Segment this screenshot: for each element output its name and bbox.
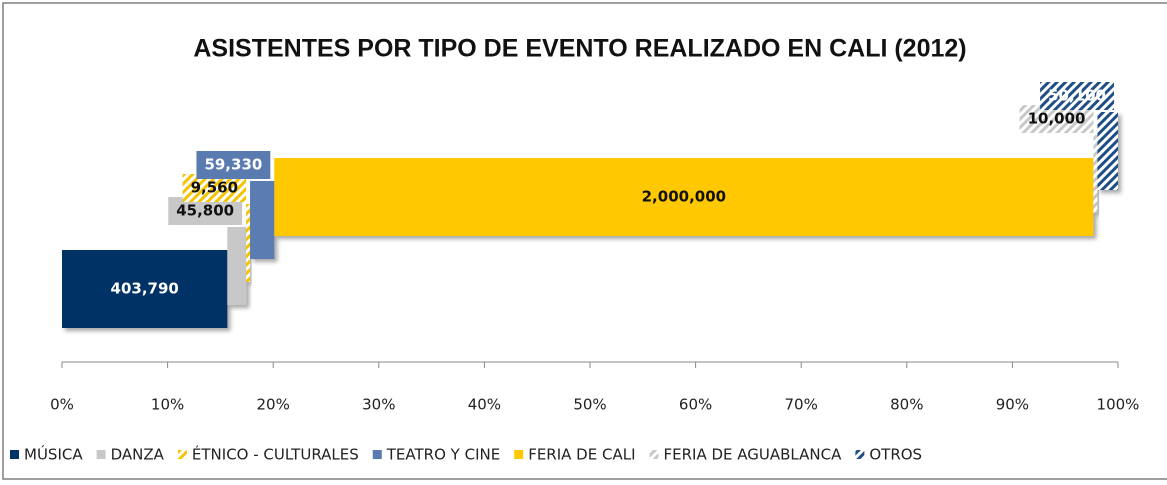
legend-label: ÉTNICO - CULTURALES [192,445,359,464]
bar [274,158,1094,236]
bar [250,181,275,259]
x-tick-label: 20% [257,396,290,414]
data-label-box [196,151,271,179]
data-label: 50,100 [1048,87,1106,105]
chart-title: ASISTENTES POR TIPO DE EVENTO REALIZADO … [193,35,966,63]
bar [246,204,251,282]
legend-swatch [372,450,382,459]
data-label: 9,560 [191,179,238,197]
bar [1093,135,1098,213]
data-label: 10,000 [1028,110,1086,128]
legend-swatch [10,450,19,459]
legend-swatch [514,450,524,459]
data-label-box [1040,82,1114,110]
x-tick-label: 30% [362,396,395,414]
legend-label: FERIA DE AGUABLANCA [664,446,843,464]
x-tick-label: 90% [996,396,1029,414]
legend-label: OTROS [869,446,922,464]
x-tick-label: 70% [785,396,818,414]
data-label: 59,330 [204,156,262,174]
x-tick-label: 50% [573,396,606,414]
legend-label: DANZA [111,446,165,464]
legend-label: TEATRO Y CINE [386,446,500,464]
x-tick-label: 0% [50,396,74,414]
legend-label: MÚSICA [24,445,83,464]
legend-swatch [649,450,659,459]
x-tick-label: 80% [890,396,923,414]
legend-swatch [177,450,187,459]
x-tick-label: 100% [1097,396,1140,414]
data-label: 2,000,000 [642,188,726,206]
x-tick-label: 40% [468,396,501,414]
x-tick-label: 60% [679,396,712,414]
legend-label: FERIA DE CALI [528,446,635,464]
bar [62,250,228,328]
data-label: 403,790 [111,280,179,298]
legend-swatch [96,450,106,459]
bar [227,227,247,305]
x-tick-label: 10% [151,396,184,414]
data-label: 45,800 [176,202,234,220]
legend-swatch [855,450,865,459]
bar [1097,112,1118,190]
